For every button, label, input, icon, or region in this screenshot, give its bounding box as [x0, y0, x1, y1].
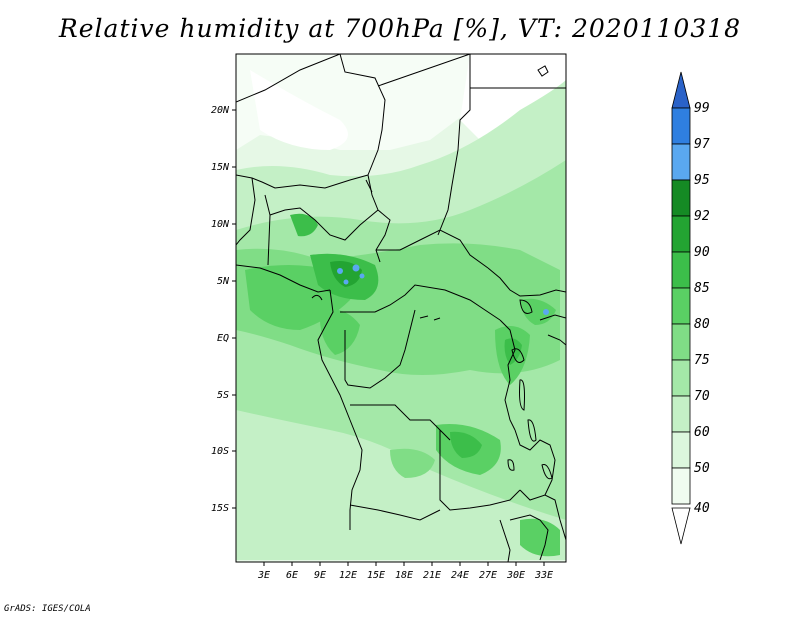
colorbar-bottom-arrow [671, 507, 691, 545]
colorbar-top-arrow [671, 71, 691, 109]
lon-label-33e: 33E [534, 570, 553, 581]
colorbar-label-75: 75 [694, 353, 710, 368]
colorbar-label-40: 40 [694, 501, 710, 516]
lat-axis [232, 109, 236, 509]
colorbar-label-99: 99 [694, 101, 710, 116]
lon-label-15e: 15E [367, 570, 385, 581]
colorbar-bin-95-97 [671, 143, 691, 181]
lon-label-3e: 3E [257, 570, 270, 581]
colorbar-bin-85-90 [671, 251, 691, 289]
colorbar-bin-60-70 [671, 395, 691, 433]
lat-label-15n: 15N [211, 162, 230, 173]
colorbar-label-85: 85 [694, 281, 710, 296]
colorbar-label-80: 80 [694, 317, 710, 332]
lon-label-6e: 6E [286, 570, 298, 581]
colorbar-bin-97-99 [671, 107, 691, 145]
lat-label-10n: 10N [211, 219, 230, 230]
lon-label-24e: 24E [451, 570, 469, 581]
colorbar-bin-40-50 [671, 467, 691, 505]
colorbar-label-97: 97 [694, 137, 710, 152]
lon-axis [263, 562, 545, 566]
colorbar-bin-75-80 [671, 323, 691, 361]
colorbar-label-60: 60 [694, 425, 710, 440]
lon-label-21e: 21E [423, 570, 441, 581]
country-borders [236, 54, 566, 562]
colorbar-label-92: 92 [694, 209, 710, 224]
colorbar-bin-80-85 [671, 287, 691, 325]
lat-label-20n: 20N [211, 105, 230, 116]
colorbar-label-50: 50 [694, 461, 710, 476]
colorbar-label-95: 95 [694, 173, 710, 188]
map-frame [235, 53, 567, 563]
lon-label-18e: 18E [395, 570, 413, 581]
colorbar-bin-90-92 [671, 215, 691, 253]
colorbar-bin-70-75 [671, 359, 691, 397]
lon-label-12e: 12E [339, 570, 357, 581]
chart-title: Relative humidity at 700hPa [%], VT: 202… [58, 14, 742, 43]
colorbar [671, 71, 691, 545]
colorbar-label-70: 70 [694, 389, 710, 404]
lat-label-eq: EQ [217, 333, 229, 344]
humidity-field [236, 54, 566, 562]
lon-label-27e: 27E [479, 570, 497, 581]
colorbar-bin-50-60 [671, 431, 691, 469]
lat-label-15s: 15S [211, 503, 229, 514]
lat-label-5s: 5S [217, 390, 229, 401]
colorbar-bin-92-95 [671, 179, 691, 217]
colorbar-label-90: 90 [694, 245, 710, 260]
lon-label-30e: 30E [506, 570, 525, 581]
lat-label-5n: 5N [217, 276, 230, 287]
credit-text: GrADS: IGES/COLA [4, 604, 91, 614]
lon-label-9e: 9E [314, 570, 326, 581]
lat-label-10s: 10S [211, 446, 229, 457]
